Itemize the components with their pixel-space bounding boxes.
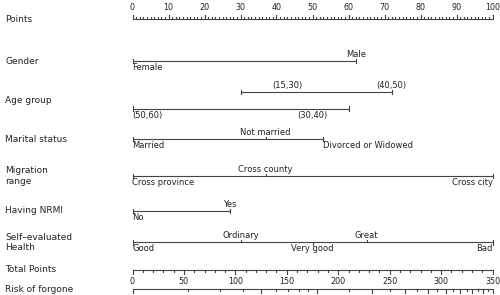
Text: range: range	[5, 177, 32, 186]
Text: 250: 250	[382, 277, 398, 286]
Text: Not married: Not married	[240, 128, 291, 137]
Text: 10: 10	[164, 3, 173, 12]
Text: 0: 0	[130, 3, 135, 12]
Text: 30: 30	[236, 3, 246, 12]
Text: 90: 90	[452, 3, 462, 12]
Text: Bad: Bad	[476, 245, 492, 253]
Text: Health: Health	[5, 243, 35, 252]
Text: 150: 150	[279, 277, 294, 286]
Text: 70: 70	[380, 3, 390, 12]
Text: Divorced or Widowed: Divorced or Widowed	[324, 141, 414, 150]
Text: Male: Male	[346, 50, 366, 59]
Text: Cross city: Cross city	[452, 178, 492, 187]
Text: (40,50): (40,50)	[376, 81, 407, 90]
Text: 100: 100	[485, 3, 500, 12]
Text: Married: Married	[132, 141, 165, 150]
Text: (50,60): (50,60)	[132, 111, 163, 119]
Text: Cross county: Cross county	[238, 165, 293, 174]
Text: Cross province: Cross province	[132, 178, 195, 187]
Text: 80: 80	[416, 3, 426, 12]
Text: Good: Good	[132, 245, 154, 253]
Text: Marital status: Marital status	[5, 135, 67, 144]
Text: Self–evaluated: Self–evaluated	[5, 233, 72, 242]
Text: 300: 300	[434, 277, 448, 286]
Text: Age group: Age group	[5, 96, 52, 105]
Text: Female: Female	[132, 63, 163, 72]
Text: Great: Great	[355, 232, 378, 240]
Text: 200: 200	[330, 277, 346, 286]
Text: Ordinary: Ordinary	[222, 232, 259, 240]
Text: 20: 20	[200, 3, 209, 12]
Text: 0: 0	[130, 277, 135, 286]
Text: 50: 50	[308, 3, 318, 12]
Text: Very good: Very good	[291, 245, 334, 253]
Text: (30,40): (30,40)	[298, 111, 328, 119]
Text: (15,30): (15,30)	[272, 81, 302, 90]
Text: Risk of forgone: Risk of forgone	[5, 285, 73, 294]
Text: Yes: Yes	[223, 200, 236, 209]
Text: Points: Points	[5, 15, 32, 24]
Text: Total Points: Total Points	[5, 266, 56, 274]
Text: Having NRMI: Having NRMI	[5, 206, 63, 215]
Text: 50: 50	[179, 277, 189, 286]
Text: Gender: Gender	[5, 57, 38, 65]
Text: 40: 40	[272, 3, 281, 12]
Text: 100: 100	[228, 277, 243, 286]
Text: Migration: Migration	[5, 166, 48, 175]
Text: 60: 60	[344, 3, 353, 12]
Text: 350: 350	[485, 277, 500, 286]
Text: No: No	[132, 213, 144, 222]
